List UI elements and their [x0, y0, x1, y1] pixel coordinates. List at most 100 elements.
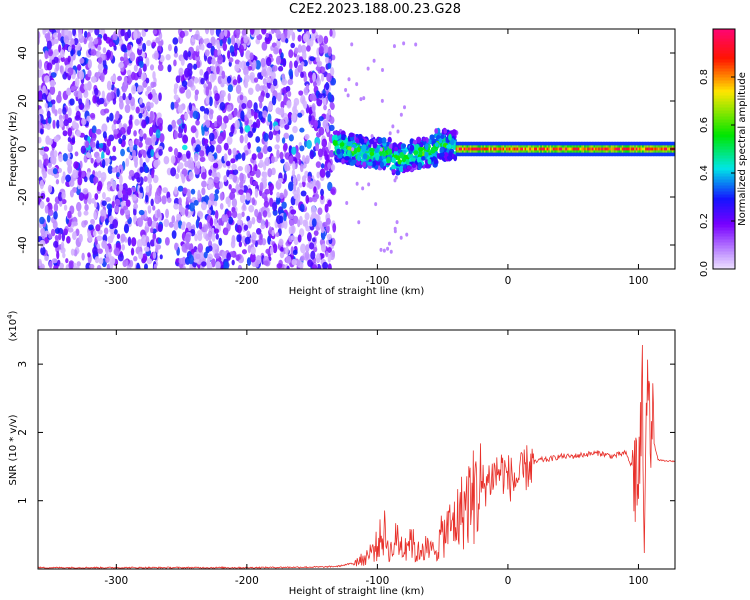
heatmap-cell [230, 188, 237, 194]
heatmap-cell [285, 37, 289, 44]
heatmap-cell [267, 146, 273, 153]
heatmap-cell [292, 215, 299, 225]
heatmap-cell [275, 30, 282, 40]
heatmap-cell [610, 147, 613, 151]
heatmap-cell [472, 147, 476, 151]
heatmap-cell [249, 29, 255, 35]
heatmap-cell [55, 179, 60, 185]
heatmap-cell [315, 65, 321, 72]
colorbar-segment [713, 29, 735, 33]
heatmap-cell [306, 139, 312, 150]
heatmap-cell [59, 118, 64, 128]
heatmap-cell [286, 100, 292, 109]
heatmap-cell [295, 151, 301, 161]
heatmap-cell [254, 208, 259, 217]
heatmap-cell [257, 152, 264, 160]
heatmap-cell [233, 42, 238, 51]
heatmap-cell [461, 147, 465, 151]
heatmap-cell [46, 110, 51, 119]
heatmap-cell [289, 29, 294, 36]
heatmap-cell [168, 146, 173, 153]
heatmap-cell [609, 147, 612, 151]
heatmap-cell [219, 192, 224, 201]
heatmap-cell [53, 240, 59, 248]
heatmap-cell [543, 147, 546, 151]
heatmap-cell [199, 69, 204, 76]
heatmap-cell [391, 164, 396, 170]
heatmap-cell [571, 147, 574, 151]
heatmap-cell [96, 155, 102, 163]
heatmap-cell [38, 136, 42, 144]
heatmap-cell [51, 258, 58, 264]
heatmap-cell [309, 242, 315, 250]
heatmap-cell [38, 30, 41, 40]
heatmap-cell [111, 200, 115, 209]
heatmap-cell [213, 200, 218, 207]
heatmap-cell [654, 147, 657, 151]
heatmap-cell [38, 191, 41, 197]
heatmap-cell [303, 100, 308, 110]
colorbar-segment [713, 257, 735, 261]
heatmap-cell [105, 256, 110, 264]
heatmap-cell [133, 155, 139, 163]
heatmap-cell [193, 34, 199, 40]
heatmap-cell [241, 211, 245, 218]
heatmap-cell [483, 147, 487, 151]
heatmap-cell [150, 134, 157, 143]
heatmap-cell [139, 186, 144, 194]
heatmap-cell [288, 145, 292, 154]
heatmap-cell [598, 147, 601, 151]
colorbar-segment [713, 47, 735, 51]
heatmap-cell [219, 102, 226, 111]
heatmap-cell [94, 201, 98, 208]
heatmap-cell [101, 200, 107, 207]
heatmap-cell [299, 56, 303, 62]
colorbar-segment [713, 176, 735, 180]
heatmap-x-tick-label: 100 [628, 275, 648, 287]
heatmap-cell [114, 205, 120, 213]
heatmap-cell [91, 132, 97, 139]
heatmap-y-label: Frequency (Hz) [8, 111, 19, 187]
colorbar-segment [713, 200, 735, 204]
heatmap-cell [83, 210, 89, 216]
heatmap-cell [71, 44, 76, 50]
heatmap-cell [590, 147, 593, 151]
heatmap-cell [44, 63, 48, 70]
heatmap-cell [75, 105, 80, 113]
heatmap-cell [126, 187, 132, 196]
heatmap-cell [57, 107, 63, 115]
heatmap-cell [39, 216, 45, 225]
heatmap-cell [305, 244, 310, 253]
heatmap-cell [67, 210, 72, 219]
heatmap-cell [190, 125, 197, 134]
heatmap-cell [269, 190, 273, 196]
heatmap-cell [67, 55, 71, 63]
heatmap-cell [361, 144, 367, 151]
heatmap-cell [59, 65, 63, 73]
heatmap-cell [79, 103, 83, 110]
colorbar-tick-label: 0.6 [699, 117, 710, 133]
heatmap-cell [382, 152, 387, 157]
heatmap-cell [184, 112, 189, 121]
heatmap-cell [252, 122, 258, 129]
heatmap-cell [305, 155, 310, 164]
heatmap-cell [43, 158, 50, 166]
heatmap-cell [370, 134, 374, 139]
heatmap-cell [84, 30, 88, 38]
heatmap-cell [443, 129, 448, 134]
heatmap-cell [135, 37, 142, 45]
heatmap-cell [414, 42, 418, 47]
heatmap-cell [239, 134, 244, 144]
heatmap-cell [58, 44, 62, 53]
heatmap-cell [81, 118, 87, 126]
heatmap-cell [142, 42, 147, 52]
heatmap-cell [235, 183, 240, 193]
colorbar-segment [713, 86, 735, 90]
heatmap-cell [184, 160, 190, 168]
heatmap-cell [256, 146, 262, 153]
heatmap-x-label: Height of straight line (km) [289, 286, 425, 297]
heatmap-cell [403, 105, 407, 110]
heatmap-cell [643, 147, 646, 151]
heatmap-cell [47, 184, 53, 194]
heatmap-cell [185, 150, 191, 159]
